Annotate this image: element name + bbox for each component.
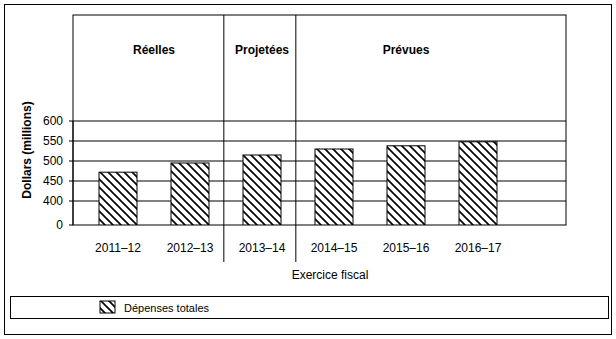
chart-svg: 0 400 450 500 550 600 Réelles Projetées Prévues 2… — [0, 0, 616, 339]
y-tick-label: 400 — [43, 194, 63, 208]
bars — [99, 142, 497, 225]
bar — [459, 142, 497, 225]
grid-line — [73, 121, 566, 122]
y-tick-label: 500 — [43, 154, 63, 168]
bar — [171, 163, 209, 225]
legend-swatch — [100, 301, 115, 313]
tick-mark — [69, 121, 73, 122]
section-separator — [295, 15, 296, 262]
bar — [243, 155, 281, 225]
tick-mark — [69, 201, 73, 202]
bar — [387, 146, 425, 225]
x-axis-label: Exercice fiscal — [292, 268, 369, 282]
tick-mark — [69, 181, 73, 182]
chart-container: 0 400 450 500 550 600 Réelles Projetées Prévues 2… — [0, 0, 616, 339]
y-tick-label: 450 — [43, 174, 63, 188]
y-axis — [73, 121, 74, 225]
section-label: Projetées — [235, 43, 289, 57]
y-axis-label: Dollars (millions) — [20, 101, 34, 198]
y-tick-label: 0 — [56, 218, 63, 232]
x-tick-label: 2011–12 — [95, 241, 141, 255]
bar — [315, 149, 353, 225]
y-tick-label: 550 — [43, 134, 63, 148]
legend-box — [11, 297, 609, 319]
x-tick-label: 2014–15 — [311, 241, 358, 255]
section-separator — [223, 15, 224, 262]
bar — [99, 172, 137, 225]
section-label: Prévues — [383, 43, 430, 57]
tick-mark — [69, 225, 73, 226]
outer-border — [5, 5, 612, 335]
x-tick-label: 2012–13 — [167, 241, 214, 255]
y-tick-label: 600 — [43, 114, 63, 128]
x-tick-label: 2013–14 — [239, 241, 286, 255]
tick-mark — [69, 141, 73, 142]
tick-mark — [69, 161, 73, 162]
legend-label: Dépenses totales — [124, 302, 209, 314]
x-tick-label: 2016–17 — [455, 241, 502, 255]
plot-frame — [73, 15, 566, 225]
x-tick-label: 2015–16 — [383, 241, 430, 255]
section-label: Réelles — [133, 43, 175, 57]
